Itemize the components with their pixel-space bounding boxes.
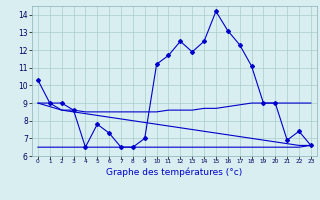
X-axis label: Graphe des températures (°c): Graphe des températures (°c) <box>106 167 243 177</box>
